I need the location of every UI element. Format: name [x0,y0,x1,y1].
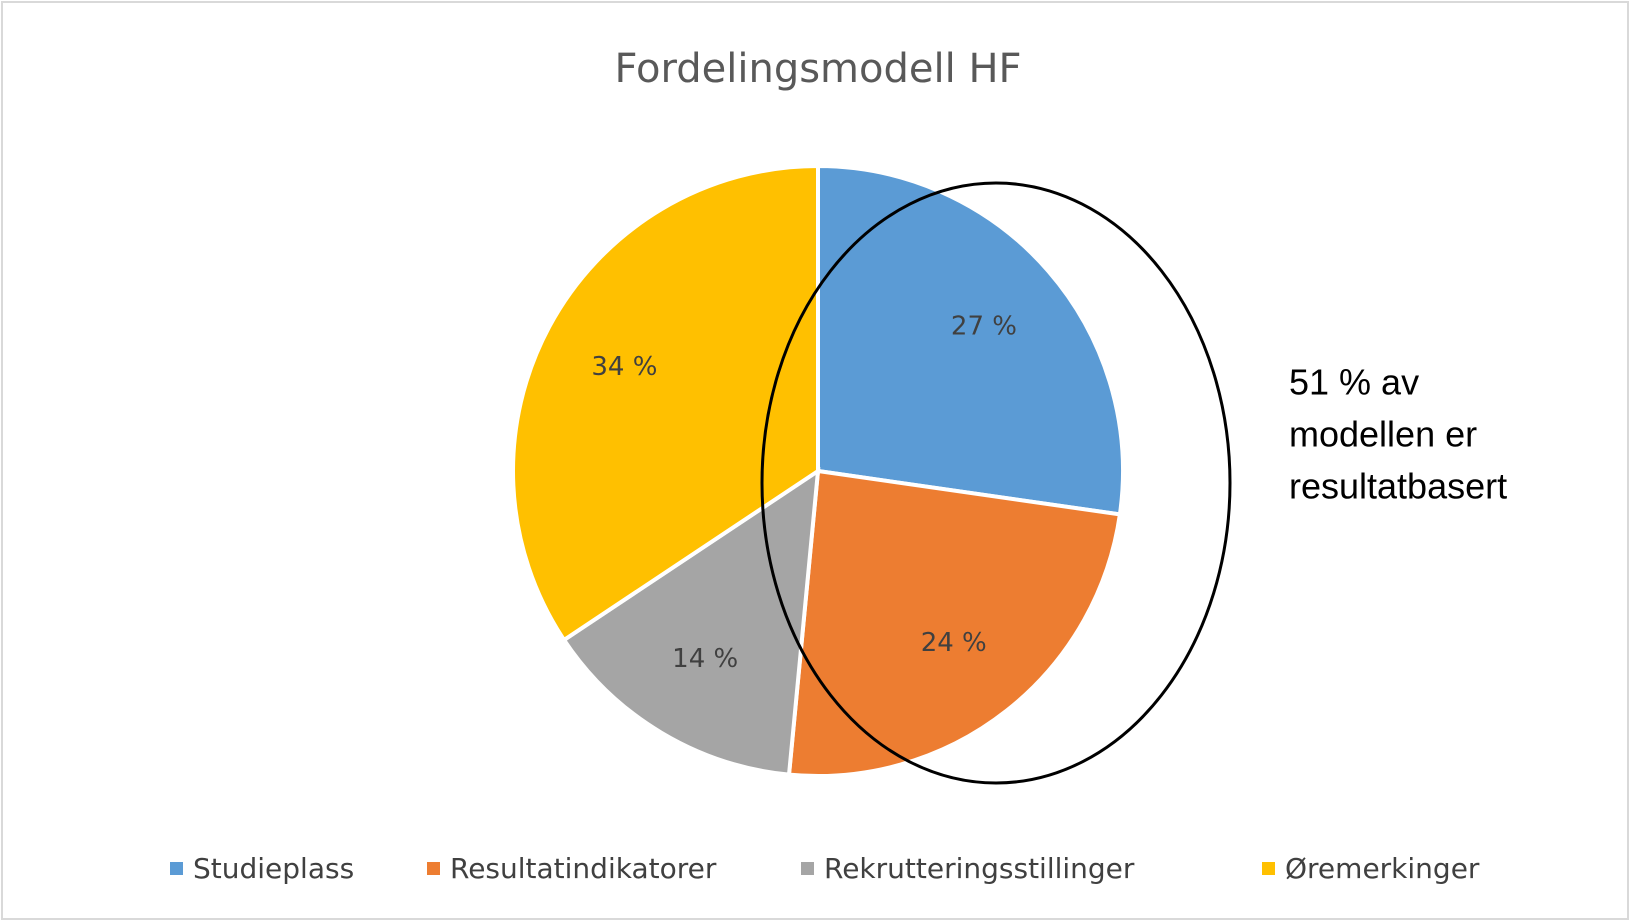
pie-slice [786,468,1123,778]
pie-slice [816,163,1126,517]
pie [511,163,1126,778]
highlight-ellipse [760,181,1232,785]
value-label: 24 % [921,628,987,658]
chart-title: Fordelingsmodell HF [614,46,1021,92]
value-label: 14 % [672,644,738,674]
pie-slice [511,163,820,643]
legend: Studieplass Resultatindikatorer Rekrutteri… [170,852,1480,885]
legend-label: Resultatindikatorer [450,852,717,885]
legend-swatch [170,862,183,875]
legend-swatch [801,862,814,875]
value-label: 34 % [591,352,657,382]
value-label: 27 % [951,312,1017,342]
legend-label: Øremerkinger [1285,852,1480,885]
annotation-line: 51 % av [1289,362,1419,403]
legend-label: Rekrutteringsstillinger [824,852,1135,885]
annotation: 51 % av modellen er resultatbasert [1289,362,1507,507]
legend-label: Studieplass [193,852,354,885]
annotation-line: modellen er [1289,414,1477,455]
legend-swatch [427,862,440,875]
value-labels: 27 % 24 % 14 % 34 % [591,312,1017,674]
pie-slice [561,467,821,777]
annotation-line: resultatbasert [1289,466,1507,507]
legend-swatch [1262,862,1275,875]
